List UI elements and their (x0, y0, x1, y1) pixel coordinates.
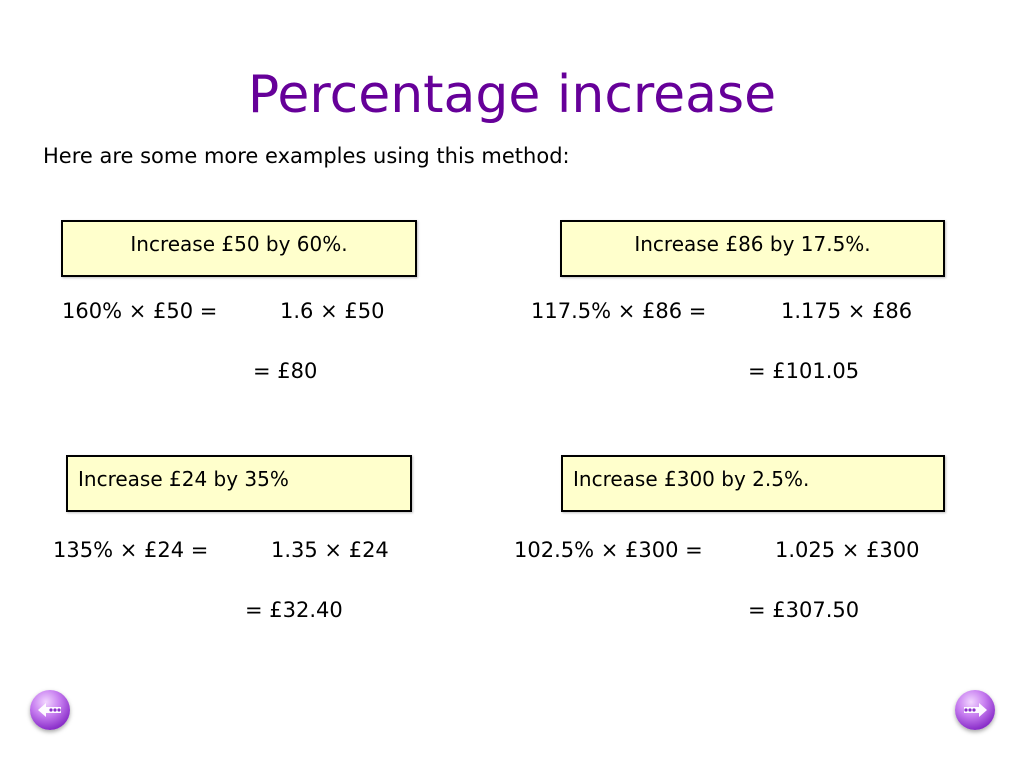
example-1-step1: 160% × £50 = (62, 299, 218, 323)
example-2-result: = £101.05 (748, 359, 860, 383)
previous-slide-button[interactable] (30, 690, 70, 730)
forward-arrow-icon (964, 703, 987, 717)
example-4-prompt-box: Increase £300 by 2.5%. (561, 455, 945, 512)
example-3-result: = £32.40 (245, 598, 343, 622)
example-1-step2: 1.6 × £50 (280, 299, 385, 323)
example-1-prompt: Increase £50 by 60%. (130, 232, 348, 256)
next-slide-button[interactable] (955, 690, 995, 730)
example-2-step2: 1.175 × £86 (781, 299, 913, 323)
slide-title: Percentage increase (247, 65, 777, 125)
example-1-prompt-box: Increase £50 by 60%. (61, 220, 417, 277)
example-1-result: = £80 (253, 359, 318, 383)
example-2-step1: 117.5% × £86 = (531, 299, 707, 323)
example-3-prompt-box: Increase £24 by 35% (66, 455, 412, 512)
example-2-prompt-box: Increase £86 by 17.5%. (560, 220, 945, 277)
example-3-prompt: Increase £24 by 35% (78, 467, 289, 491)
example-4-result: = £307.50 (748, 598, 860, 622)
example-4-prompt: Increase £300 by 2.5%. (573, 467, 810, 491)
example-2-prompt: Increase £86 by 17.5%. (634, 232, 871, 256)
example-3-step1: 135% × £24 = (53, 538, 209, 562)
example-4-step2: 1.025 × £300 (775, 538, 920, 562)
back-arrow-icon (38, 703, 61, 717)
example-3-step2: 1.35 × £24 (271, 538, 389, 562)
example-4-step1: 102.5% × £300 = (514, 538, 703, 562)
intro-text: Here are some more examples using this m… (43, 144, 570, 168)
